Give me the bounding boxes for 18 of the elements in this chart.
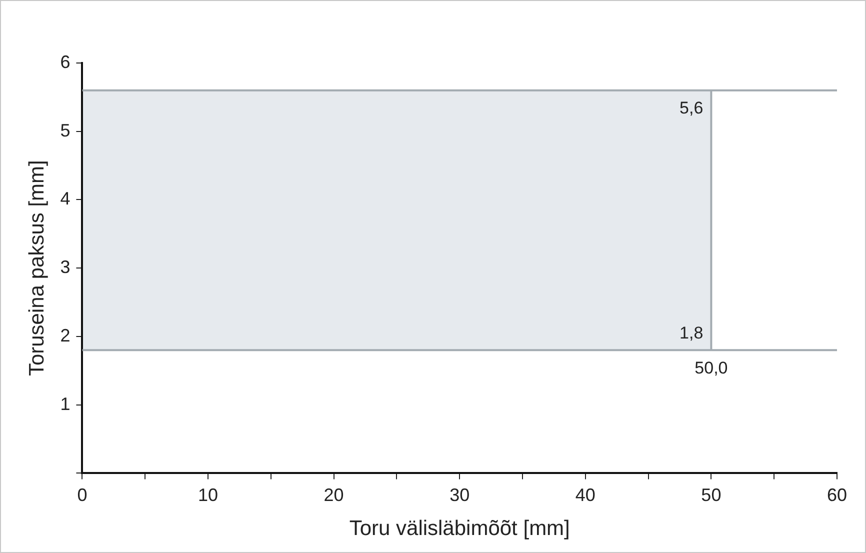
x-tick-label: 40 bbox=[575, 484, 596, 505]
data-label: 5,6 bbox=[680, 98, 704, 118]
y-tick-label: 3 bbox=[60, 257, 70, 278]
x-axis-title: Toru välisläbimõõt [mm] bbox=[349, 517, 570, 540]
x-tick-label: 30 bbox=[450, 484, 470, 505]
y-tick-label: 4 bbox=[60, 188, 70, 209]
x-tick-label: 20 bbox=[324, 484, 344, 505]
x-tick-label: 0 bbox=[77, 484, 88, 505]
y-tick-label: 6 bbox=[60, 52, 70, 72]
data-label: 1,8 bbox=[680, 323, 704, 342]
y-tick-label: 2 bbox=[60, 325, 70, 346]
x-tick-label: 60 bbox=[826, 484, 848, 505]
y-axis-title: Toruseina paksus [mm] bbox=[25, 160, 48, 376]
y-tick-label: 5 bbox=[60, 120, 70, 140]
annotation: 50,0 bbox=[694, 358, 728, 378]
x-tick-label: 10 bbox=[198, 484, 218, 505]
x-tick-label: 50 bbox=[701, 484, 722, 505]
y-tick-label: 1 bbox=[60, 394, 70, 414]
